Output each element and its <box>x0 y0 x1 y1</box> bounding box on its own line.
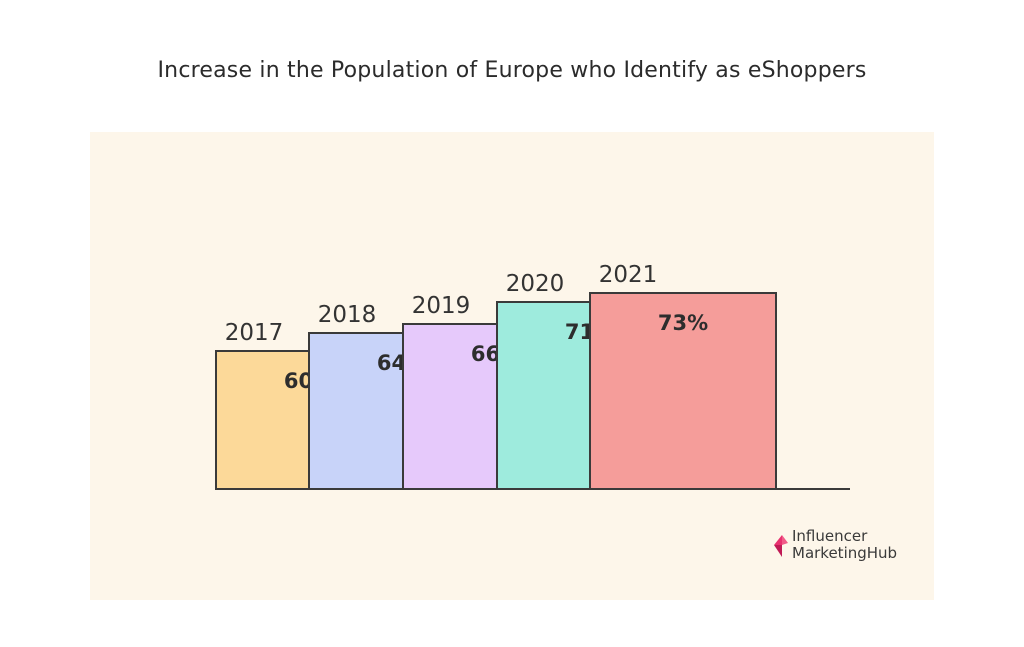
logo-mark-icon <box>774 535 788 557</box>
year-label-2021: 2021 <box>599 262 658 288</box>
logo-text-influencer: Influencer <box>792 527 868 545</box>
year-label-2018: 2018 <box>318 302 377 328</box>
logo-text-hub: Hub <box>866 544 898 562</box>
year-label-2020: 2020 <box>506 271 565 297</box>
bar-2021 <box>589 292 777 490</box>
year-label-2019: 2019 <box>412 293 471 319</box>
influencer-marketing-hub-logo: Influencer MarketingHub <box>772 527 922 567</box>
year-label-2017: 2017 <box>225 320 284 346</box>
logo-text-marketinghub: MarketingHub <box>792 544 897 562</box>
chart-title: Increase in the Population of Europe who… <box>157 58 867 83</box>
logo-text-marketing: Marketing <box>792 544 867 562</box>
value-label-2021: 73% <box>658 311 708 335</box>
